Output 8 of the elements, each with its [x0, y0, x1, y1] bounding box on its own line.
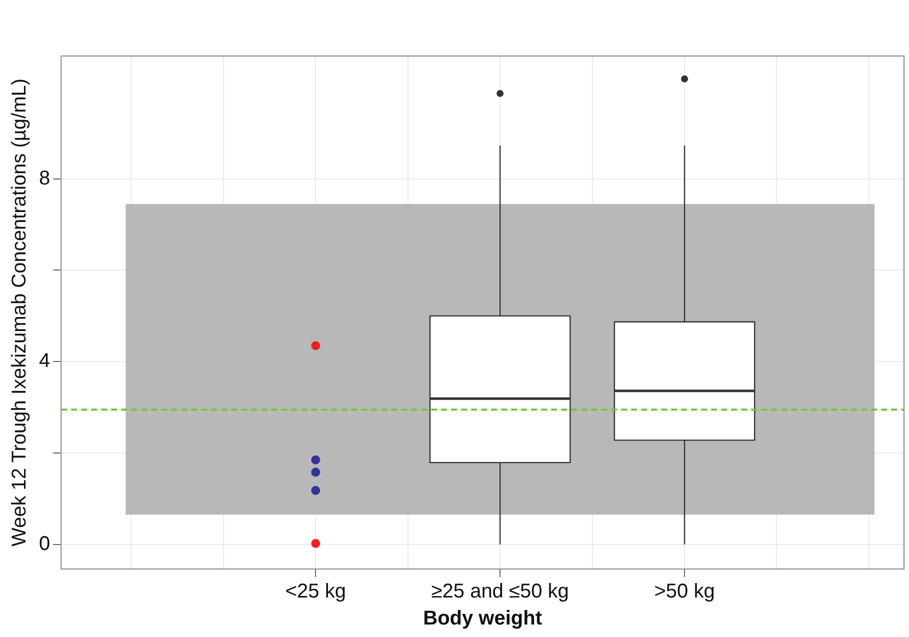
y-tick-label: 4 — [39, 350, 50, 372]
x-tick-label: >50 kg — [654, 580, 715, 603]
y-tick-label: 0 — [39, 532, 50, 555]
y-axis-title: Week 12 Trough Ixekizumab Concentrations (µg/mL) — [8, 78, 31, 547]
x-tick-label: <25 kg — [285, 580, 346, 603]
y-tick-label: 8 — [39, 167, 50, 190]
x-axis-title: Body weight — [423, 608, 542, 630]
x-tick-label: ≥25 and ≤50 kg — [431, 580, 569, 603]
